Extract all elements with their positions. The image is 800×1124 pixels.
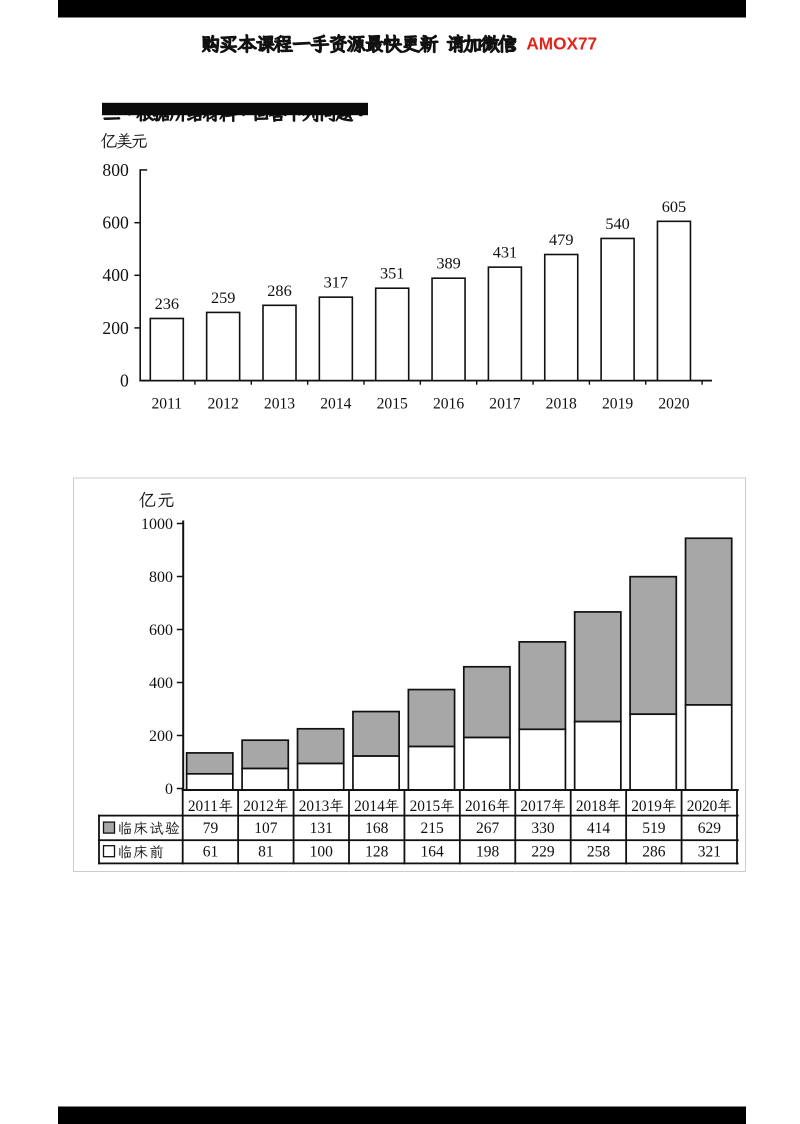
svg-text:229: 229 — [531, 843, 555, 860]
svg-text:61: 61 — [203, 843, 219, 860]
svg-text:2018: 2018 — [576, 798, 607, 815]
svg-text:540: 540 — [605, 214, 629, 233]
svg-text:2015: 2015 — [377, 396, 408, 413]
svg-text:2017: 2017 — [489, 396, 520, 413]
svg-text:2014: 2014 — [320, 396, 351, 413]
svg-text:2020: 2020 — [687, 798, 718, 815]
svg-text:317: 317 — [324, 273, 348, 292]
svg-text:2012: 2012 — [208, 396, 239, 413]
svg-text:2018: 2018 — [546, 396, 577, 413]
svg-text:168: 168 — [365, 820, 389, 837]
svg-text:431: 431 — [493, 243, 517, 262]
svg-text:200: 200 — [102, 318, 129, 338]
svg-text:2019: 2019 — [631, 798, 662, 815]
svg-text:259: 259 — [211, 288, 235, 307]
svg-text:600: 600 — [149, 622, 173, 639]
svg-text:479: 479 — [549, 230, 573, 249]
svg-text:0: 0 — [120, 371, 129, 391]
svg-text:2020: 2020 — [658, 396, 689, 413]
svg-text:2013: 2013 — [299, 798, 330, 815]
svg-text:215: 215 — [421, 820, 445, 837]
svg-text:800: 800 — [102, 160, 129, 180]
svg-text:351: 351 — [380, 264, 404, 283]
svg-text:81: 81 — [258, 843, 274, 860]
svg-text:2016: 2016 — [465, 798, 496, 815]
svg-text:629: 629 — [698, 820, 722, 837]
svg-text:2012: 2012 — [243, 798, 274, 815]
svg-text:236: 236 — [155, 294, 179, 313]
svg-text:2011: 2011 — [188, 798, 218, 815]
svg-text:2017: 2017 — [520, 798, 551, 815]
svg-text:100: 100 — [310, 843, 334, 860]
svg-text:200: 200 — [149, 728, 173, 745]
svg-text:2013: 2013 — [264, 396, 295, 413]
svg-text:0: 0 — [165, 781, 173, 798]
svg-text:286: 286 — [267, 281, 291, 300]
svg-text:605: 605 — [662, 197, 686, 216]
svg-text:800: 800 — [149, 569, 173, 586]
svg-text:2019: 2019 — [602, 396, 633, 413]
svg-text:267: 267 — [476, 820, 500, 837]
svg-text:AMOX77: AMOX77 — [526, 34, 597, 54]
svg-text:128: 128 — [365, 843, 389, 860]
svg-text:2016: 2016 — [433, 396, 464, 413]
svg-text:164: 164 — [421, 843, 445, 860]
svg-text:389: 389 — [436, 254, 460, 273]
svg-text:198: 198 — [476, 843, 500, 860]
svg-text:2014: 2014 — [354, 798, 385, 815]
svg-text:2011: 2011 — [151, 396, 182, 413]
svg-text:1000: 1000 — [141, 516, 173, 533]
svg-text:286: 286 — [642, 843, 666, 860]
svg-text:79: 79 — [203, 820, 219, 837]
svg-text:258: 258 — [587, 843, 611, 860]
svg-text:330: 330 — [531, 820, 555, 837]
svg-text:414: 414 — [587, 820, 611, 837]
svg-text:131: 131 — [310, 820, 333, 837]
svg-text:600: 600 — [102, 213, 129, 233]
svg-text:2015: 2015 — [410, 798, 441, 815]
svg-text:321: 321 — [698, 843, 721, 860]
svg-text:400: 400 — [149, 675, 173, 692]
svg-text:400: 400 — [102, 265, 129, 285]
svg-text:107: 107 — [254, 820, 278, 837]
svg-text:519: 519 — [642, 820, 666, 837]
